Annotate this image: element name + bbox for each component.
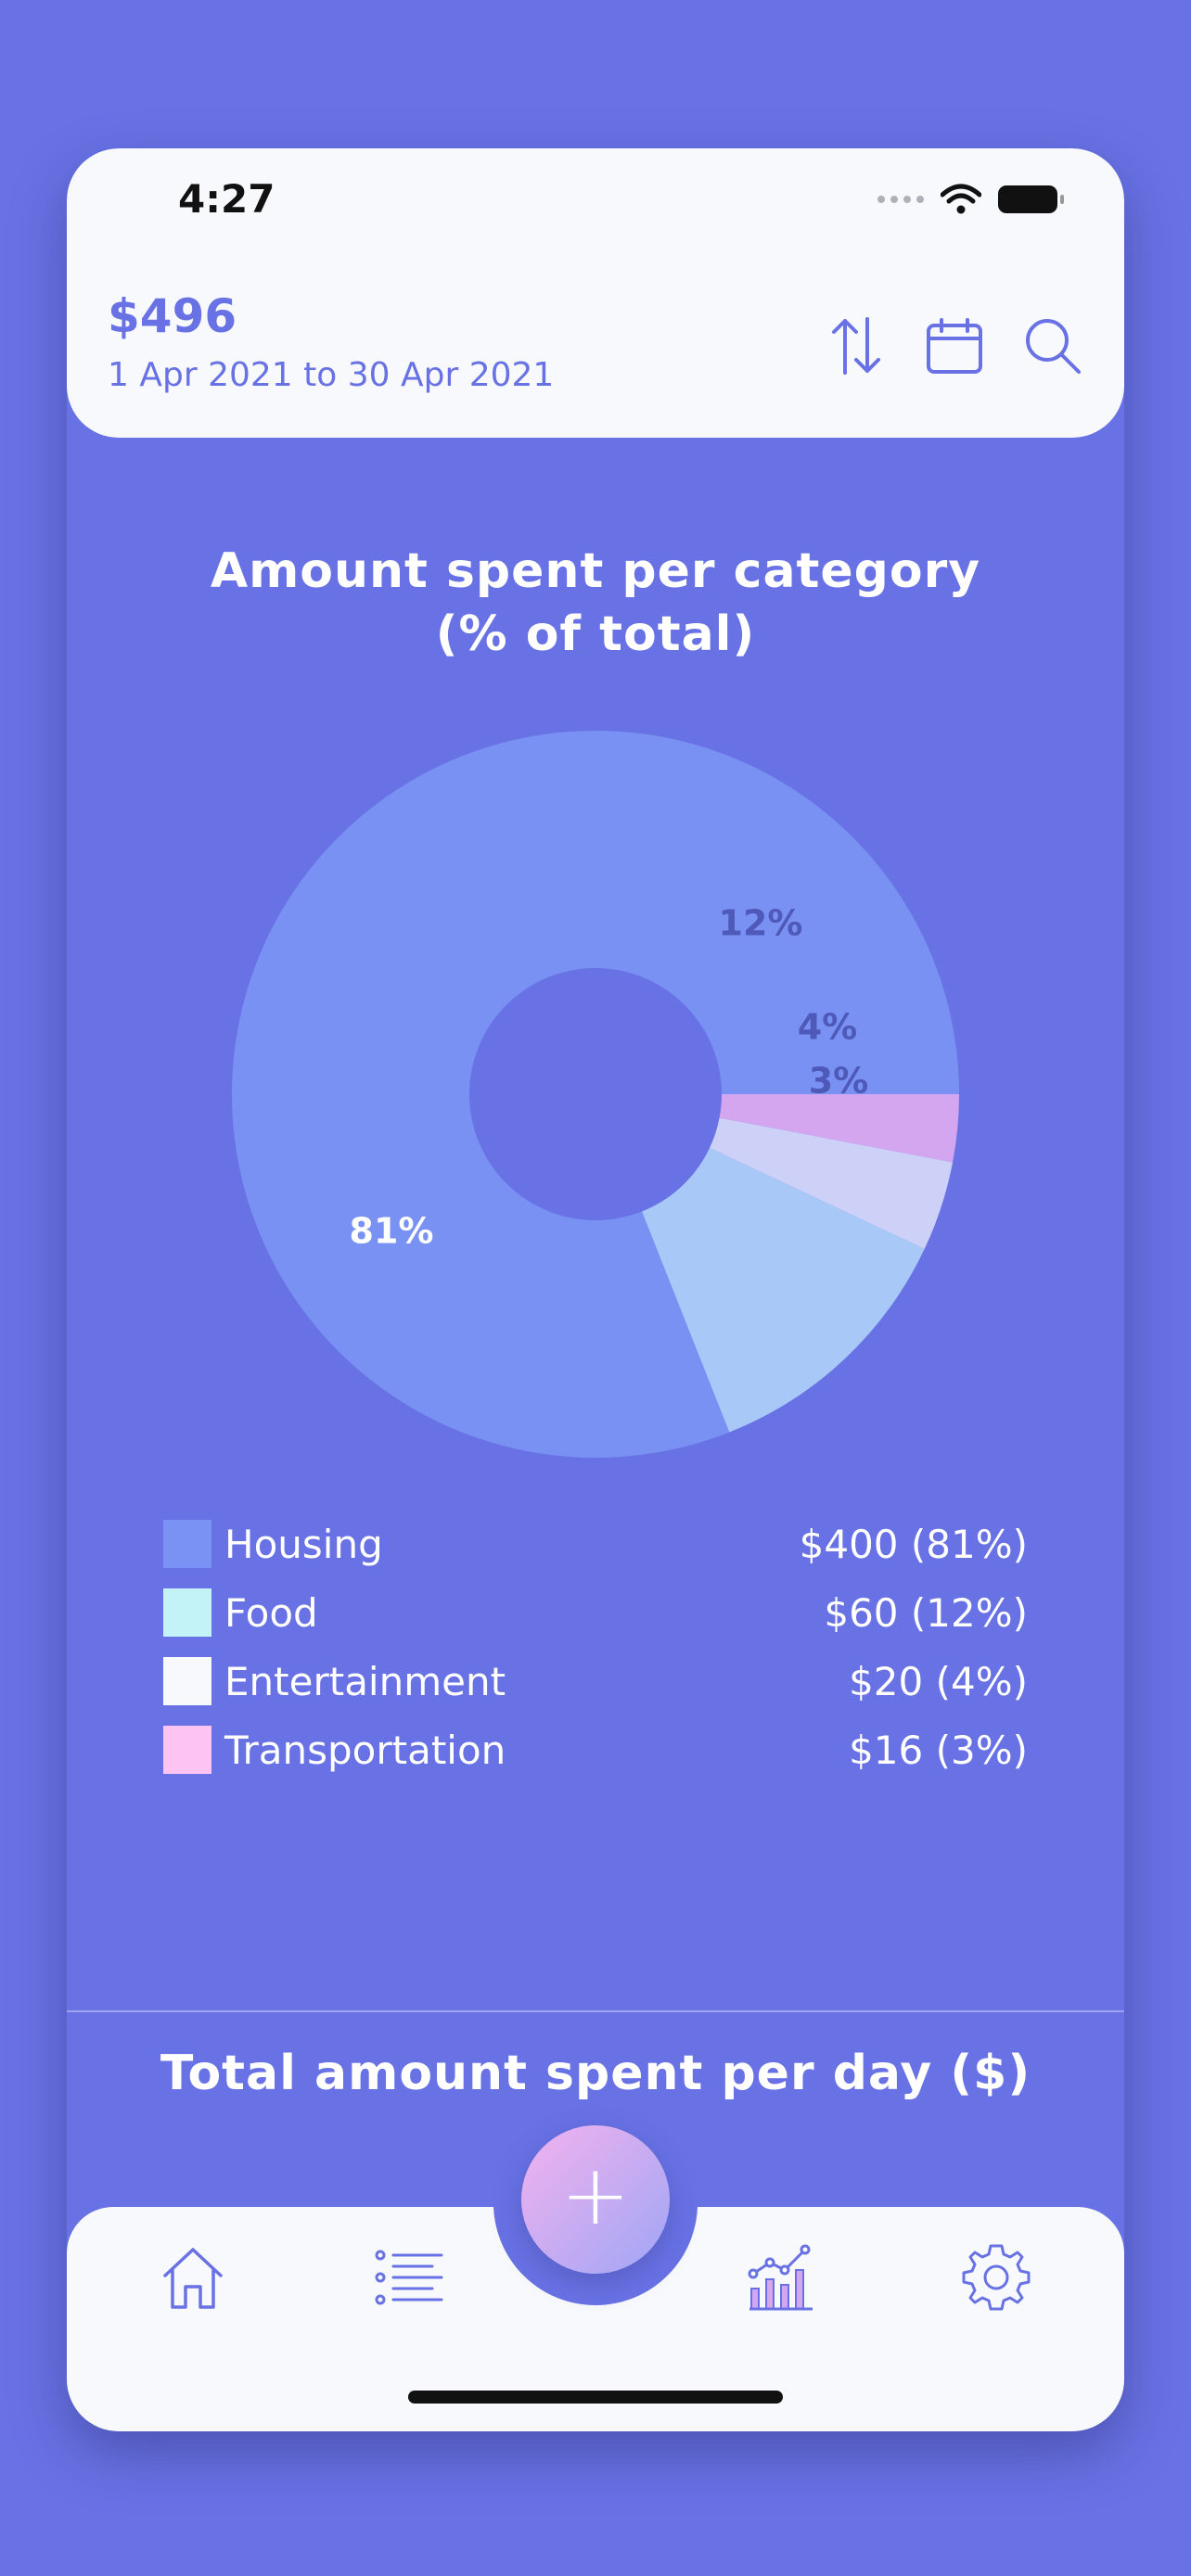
category-chart-title-line1: Amount spent per category [210, 543, 981, 599]
pie-slice-food[interactable] [642, 1147, 925, 1433]
tab-transactions[interactable] [373, 2240, 447, 2315]
list-icon [375, 2250, 443, 2305]
app-screen: 4:27 $496 1 Apr 2021 to 30 Apr 2021 [67, 148, 1124, 2431]
category-chart-title: Amount spent per category (% of total) [67, 540, 1124, 666]
legend-swatch [163, 1726, 211, 1774]
legend-item-housing[interactable]: Housing $400 (81%) [163, 1510, 1028, 1578]
legend-name: Entertainment [224, 1658, 506, 1704]
legend-item-transportation[interactable]: Transportation $16 (3%) [163, 1715, 1028, 1784]
home-icon [163, 2248, 223, 2309]
tab-home[interactable] [156, 2240, 230, 2315]
category-legend: Housing $400 (81%) Food $60 (12%) Entert… [163, 1510, 1028, 1784]
legend-swatch [163, 1657, 211, 1705]
pie-label-housing: 81% [350, 1211, 434, 1252]
home-indicator [408, 2391, 783, 2404]
legend-item-food[interactable]: Food $60 (12%) [163, 1578, 1028, 1647]
pie-label-food: 12% [719, 903, 803, 944]
settings-icon [962, 2244, 1031, 2311]
sort-icon [832, 317, 880, 375]
legend-name: Housing [224, 1521, 383, 1567]
battery-icon [998, 185, 1064, 213]
pie-label-entertainment: 4% [798, 1007, 858, 1048]
sort-button[interactable] [826, 315, 887, 376]
calendar-icon [927, 318, 982, 374]
category-pie-chart[interactable]: 81% 12% 4% 3% [230, 729, 961, 1460]
signal-icon [877, 196, 924, 203]
pie-slice-housing[interactable] [231, 731, 959, 1458]
calendar-button[interactable] [924, 315, 985, 376]
status-time: 4:27 [178, 176, 275, 222]
legend-value: $16 (3%) [849, 1727, 1028, 1773]
status-icons [877, 184, 1064, 215]
section-divider [67, 2010, 1124, 2012]
legend-value: $400 (81%) [799, 1521, 1028, 1567]
search-button[interactable] [1022, 315, 1083, 376]
legend-swatch [163, 1588, 211, 1637]
date-range[interactable]: 1 Apr 2021 to 30 Apr 2021 [108, 356, 555, 394]
header-actions [826, 315, 1083, 376]
legend-swatch [163, 1520, 211, 1568]
category-chart-title-line2: (% of total) [435, 606, 756, 662]
tab-settings[interactable] [959, 2240, 1033, 2315]
pie-slice-entertainment[interactable] [710, 1117, 954, 1249]
legend-name: Food [224, 1589, 318, 1636]
stats-icon [748, 2244, 813, 2311]
header: 4:27 $496 1 Apr 2021 to 30 Apr 2021 [67, 148, 1124, 438]
daily-chart-title: Total amount spent per day ($) [160, 2046, 1031, 2101]
pie-label-transportation: 3% [809, 1061, 869, 1102]
pie-slice-transportation[interactable] [719, 1094, 959, 1163]
legend-value: $20 (4%) [849, 1658, 1028, 1704]
legend-value: $60 (12%) [824, 1589, 1028, 1636]
plus-icon: + [560, 2147, 631, 2244]
legend-item-entertainment[interactable]: Entertainment $20 (4%) [163, 1647, 1028, 1715]
search-icon [1026, 319, 1081, 374]
wifi-icon [941, 184, 981, 214]
total-amount: $496 [108, 289, 237, 343]
legend-name: Transportation [224, 1727, 506, 1773]
add-transaction-button[interactable]: + [521, 2125, 670, 2274]
tab-statistics[interactable] [744, 2240, 818, 2315]
